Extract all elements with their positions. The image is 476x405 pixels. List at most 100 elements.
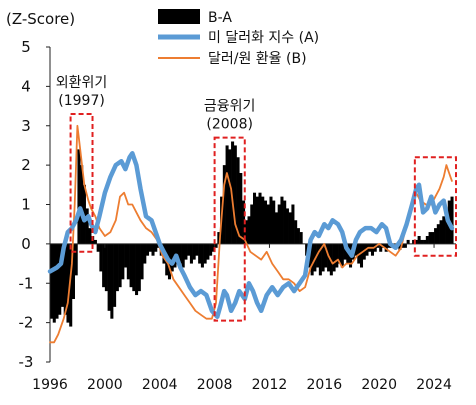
bar-b-a [285, 208, 289, 244]
bar-b-a [102, 243, 106, 288]
bar-b-a [206, 243, 210, 260]
bar-b-a [370, 243, 375, 256]
bar-b-a [55, 243, 59, 319]
bar-b-a [143, 243, 147, 264]
bar-b-a [74, 243, 78, 276]
highlight-box [413, 156, 457, 257]
legend-swatch-b-a [158, 9, 200, 24]
y-tick-label: -3 [19, 353, 34, 371]
bar-b-a [335, 243, 339, 268]
series-line-krw-usd [49, 124, 453, 344]
x-tick-label: 2020 [361, 377, 397, 393]
bar-b-a [318, 243, 322, 276]
bar-b-a [401, 243, 405, 248]
bar-b-a [321, 243, 325, 272]
bar-b-a [258, 192, 262, 244]
bar-b-a [121, 243, 125, 280]
bar-b-a [146, 243, 150, 256]
bar-b-a [332, 243, 336, 272]
x-tick-label: 2004 [142, 377, 178, 393]
bar-b-a [274, 212, 278, 244]
bar-b-a [228, 149, 232, 244]
bar-b-a [129, 243, 133, 288]
bar-b-a [436, 224, 440, 244]
legend: B-A 미 달러화 지수 (A) 달러/원 환율 (B) [158, 9, 319, 67]
bar-b-a [253, 192, 257, 244]
bar-b-a [178, 243, 182, 264]
legend-label-b-a: B-A [208, 10, 232, 26]
bar-b-a [263, 200, 268, 244]
bar-b-a [299, 232, 303, 244]
annotation-label: 금융위기 [204, 99, 256, 115]
bar-b-a [124, 243, 128, 268]
y-tick-label: 1 [21, 196, 31, 214]
bar-b-a [445, 212, 449, 244]
bar-b-a [403, 243, 407, 248]
bar-b-a [305, 243, 309, 256]
y-tick-label: 2 [21, 156, 31, 174]
bar-b-a [104, 243, 108, 292]
bar-b-a [231, 141, 235, 244]
bar-b-a [398, 243, 402, 250]
bar-b-a [296, 228, 300, 244]
bar-b-a [280, 196, 284, 244]
bar-b-a [137, 243, 141, 292]
bar-b-a [324, 243, 328, 268]
bar-b-a [283, 200, 287, 244]
bar-b-a [71, 243, 75, 299]
bar-b-a [439, 220, 443, 244]
bar-b-a [417, 236, 421, 244]
highlight-box [69, 112, 94, 253]
bar-b-a [126, 243, 130, 280]
bar-b-a [58, 243, 62, 315]
bar-b-a [132, 243, 136, 292]
bar-b-a [154, 243, 158, 252]
annotation-label: 외환위기 [56, 75, 108, 91]
bar-b-a [379, 243, 383, 252]
bar-b-a [85, 208, 89, 244]
x-tick-label: 2000 [87, 377, 123, 393]
legend-label-usd-index: 미 달러화 지수 (A) [208, 30, 319, 46]
bar-b-a [425, 236, 429, 244]
bar-b-a [359, 243, 364, 268]
bar-b-a [412, 239, 416, 244]
bar-b-a [135, 243, 139, 296]
x-tick-label: 1996 [32, 377, 68, 393]
line-series [47, 124, 455, 344]
bar-b-a [442, 216, 446, 244]
bar-b-a [151, 243, 155, 256]
bar-b-a [170, 243, 174, 272]
bar-b-a [294, 220, 298, 244]
bar-b-a [181, 243, 185, 268]
bar-b-a [450, 196, 454, 244]
bar-b-a [63, 243, 67, 315]
bar-b-a [80, 165, 84, 244]
bar-b-a [211, 243, 215, 252]
axes: 5 4 3 2 1 0 -1 -2 -3 1996 2000 2004 2008 2012 2016 2020… [19, 38, 456, 393]
bar-b-a [50, 243, 54, 319]
bar-b-a [310, 243, 314, 276]
bar-b-a [192, 243, 196, 260]
bar-b-a [198, 243, 202, 264]
bar-b-a [244, 220, 248, 244]
bar-b-a [242, 200, 246, 244]
legend-label-krw-usd: 달러/원 환율 (B) [208, 51, 307, 67]
bar-b-a [291, 204, 295, 244]
bar-b-a [69, 243, 73, 327]
bar-b-a [266, 204, 270, 244]
bar-b-a [340, 243, 344, 268]
bar-b-a [222, 165, 226, 244]
bar-b-a [233, 145, 237, 244]
bar-b-a [88, 228, 92, 244]
bar-b-a [148, 243, 152, 252]
x-tick-label: 2016 [307, 377, 343, 393]
bar-b-a [255, 196, 259, 244]
annotation-year: (2008) [206, 117, 253, 133]
bar-b-a [269, 196, 273, 244]
bar-b-a [261, 196, 265, 244]
bar-b-a [420, 239, 424, 244]
highlight-box [213, 136, 246, 322]
bar-b-a [406, 239, 410, 244]
bar-b-a [96, 243, 100, 252]
y-tick-label: 5 [21, 38, 31, 56]
